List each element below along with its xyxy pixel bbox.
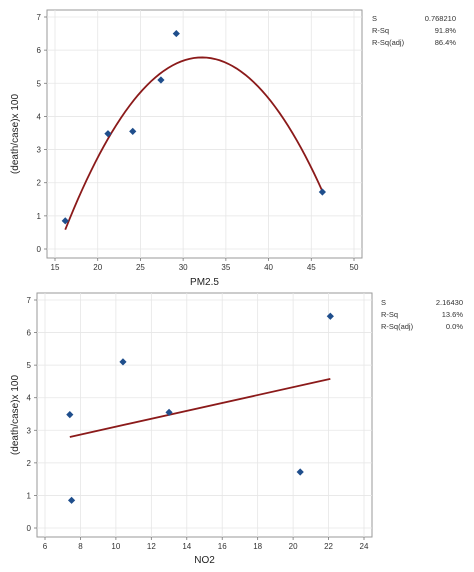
pm25-x-tick-label: 15 xyxy=(51,263,60,272)
no2-plot-frame xyxy=(36,292,373,538)
pm25-stat-value: 91.8% xyxy=(435,26,457,35)
pm25-y-tick-label: 4 xyxy=(37,112,42,121)
no2-x-tick-label: 10 xyxy=(111,542,120,551)
no2-x-tick-label: 6 xyxy=(43,542,48,551)
no2-x-tick-label: 20 xyxy=(289,542,298,551)
pm25-x-tick-label: 35 xyxy=(221,263,230,272)
pm25-data-point xyxy=(104,130,112,138)
no2-y-axis-label: (death/case)x 100 xyxy=(10,375,21,455)
pm25-stat-label: R-Sq xyxy=(372,26,389,35)
no2-x-axis-label: NO2 xyxy=(194,555,215,566)
pm25-stat-label: S xyxy=(372,14,377,23)
pm25-y-tick-label: 2 xyxy=(37,179,42,188)
pm25-stat-value: 0.768210 xyxy=(425,14,456,23)
pm25-data-point xyxy=(157,76,165,84)
pm25-stat-value: 86.4% xyxy=(435,38,457,47)
no2-stat-label: R-Sq xyxy=(381,310,398,319)
no2-stat-value: 2.16430 xyxy=(436,298,463,307)
pm25-data-point xyxy=(318,188,326,196)
no2-fit-line xyxy=(69,377,331,438)
no2-data-point xyxy=(119,358,127,366)
no2-y-tick-label: 4 xyxy=(27,394,32,403)
pm25-x-tick-label: 25 xyxy=(136,263,145,272)
no2-x-tick-label: 8 xyxy=(78,542,83,551)
pm25-x-tick-label: 50 xyxy=(350,263,359,272)
pm25-y-tick-label: 3 xyxy=(37,146,42,155)
pm25-x-tick-label: 30 xyxy=(179,263,188,272)
no2-y-tick-label: 1 xyxy=(27,491,32,500)
no2-x-tick-label: 18 xyxy=(253,542,262,551)
pm25-x-tick-label: 40 xyxy=(264,263,273,272)
no2-y-tick-label: 2 xyxy=(27,459,32,468)
no2-stat-label: R-Sq(adj) xyxy=(381,322,414,331)
no2-stat-value: 13.6% xyxy=(442,310,464,319)
pm25-x-tick-label: 45 xyxy=(307,263,316,272)
pm25-plot-frame xyxy=(46,9,363,259)
pm25-y-tick-label: 5 xyxy=(37,79,42,88)
pm25-y-tick-label: 6 xyxy=(37,46,42,55)
no2-data-point xyxy=(326,312,334,320)
pm25-y-axis-label: (death/case)x 100 xyxy=(10,94,21,174)
pm25-fit-line xyxy=(64,56,324,231)
no2-y-tick-label: 3 xyxy=(27,426,32,435)
pm25-data-point xyxy=(172,29,180,38)
no2-data-point xyxy=(296,468,304,476)
no2-y-tick-label: 0 xyxy=(27,524,32,533)
pm25-y-tick-label: 0 xyxy=(37,245,42,254)
pm25-data-point xyxy=(129,127,137,135)
no2-stat-value: 0.0% xyxy=(446,322,463,331)
no2-data-point xyxy=(66,411,74,419)
pm25-stat-label: R-Sq(adj) xyxy=(372,38,405,47)
pm25-data-point xyxy=(61,217,69,225)
pm25-x-axis-label: PM2.5 xyxy=(190,277,219,288)
no2-x-tick-label: 16 xyxy=(218,542,227,551)
no2-y-tick-label: 5 xyxy=(27,361,32,370)
pm25-x-tick-label: 20 xyxy=(93,263,102,272)
no2-x-tick-label: 22 xyxy=(324,542,333,551)
pm25-y-tick-label: 1 xyxy=(37,212,42,221)
no2-y-tick-label: 6 xyxy=(27,329,32,338)
no2-data-point xyxy=(67,496,76,504)
no2-x-tick-label: 14 xyxy=(182,542,191,551)
pm25-y-tick-label: 7 xyxy=(37,13,42,22)
no2-data-point xyxy=(165,408,173,416)
no2-x-tick-label: 12 xyxy=(147,542,156,551)
no2-y-tick-label: 7 xyxy=(27,296,32,305)
no2-x-tick-label: 24 xyxy=(360,542,369,551)
no2-stat-label: S xyxy=(381,298,386,307)
